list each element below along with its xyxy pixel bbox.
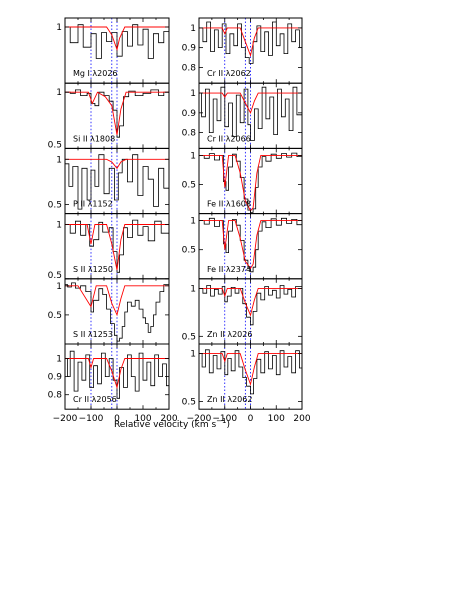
spectrum-line-5 bbox=[65, 350, 169, 399]
y-tick-label-11-1: 1 bbox=[190, 350, 196, 360]
y-tick-label-3-0: 0.5 bbox=[48, 271, 62, 281]
spectrum-line-7 bbox=[199, 86, 302, 141]
panel-6: 0.8 0.9 1 Cr II λ2062 bbox=[182, 17, 303, 84]
panel-11: 0.5 1 Zn II λ2062 −200 −100 0 100 200 bbox=[182, 343, 311, 424]
panel-9: 0.5 1 Fe II λ2374 bbox=[182, 213, 303, 280]
model-fit-line-10 bbox=[199, 287, 302, 317]
y-tick-label-5-0: 0.8 bbox=[48, 391, 63, 401]
panel-3: 0.5 1 S II λ1250 bbox=[48, 213, 170, 281]
panel-4: 0.5 1 S II λ1253 bbox=[48, 278, 170, 345]
panel-label-2: P II λ1152 bbox=[73, 200, 113, 209]
y-tick-label-0-0: 1 bbox=[56, 23, 62, 33]
panel-label-1: Si II λ1808 bbox=[73, 134, 115, 143]
y-tick-label-11-0: 0.5 bbox=[182, 398, 196, 408]
model-fit-line-5 bbox=[65, 358, 169, 390]
x-tick-label-right-2: 0 bbox=[248, 414, 254, 424]
y-tick-label-1-1: 1 bbox=[56, 88, 62, 98]
y-tick-label-5-2: 1 bbox=[56, 354, 62, 364]
y-tick-label-9-1: 1 bbox=[190, 217, 196, 227]
spectrum-line-4 bbox=[65, 282, 169, 342]
panel-2: 0.5 1 P II λ1152 bbox=[48, 147, 170, 215]
y-tick-label-6-2: 1 bbox=[190, 24, 196, 34]
y-tick-label-2-0: 0.5 bbox=[48, 201, 62, 211]
y-tick-label-9-0: 0.5 bbox=[182, 246, 196, 256]
panel-8: 0.5 1 Fe II λ1608 bbox=[182, 147, 303, 215]
x-axis-title-close: ) bbox=[227, 420, 231, 430]
model-fit-line-3 bbox=[65, 224, 169, 271]
y-tick-label-4-1: 1 bbox=[56, 282, 62, 292]
panel-label-4: S II λ1253 bbox=[73, 330, 113, 339]
panel-label-6: Cr II λ2062 bbox=[207, 69, 251, 78]
y-tick-label-8-0: 0.5 bbox=[182, 180, 196, 190]
model-fit-line-2 bbox=[65, 158, 169, 170]
y-tick-label-5-1: 0.9 bbox=[48, 373, 63, 383]
model-fit-line-1 bbox=[65, 91, 169, 135]
y-tick-label-6-0: 0.8 bbox=[182, 63, 197, 73]
panel-label-0: Mg I λ2026 bbox=[73, 69, 118, 78]
panel-label-11: Zn II λ2062 bbox=[207, 395, 252, 404]
y-tick-label-3-1: 1 bbox=[56, 220, 62, 230]
spectrum-line-2 bbox=[65, 154, 169, 210]
model-fit-line-9 bbox=[199, 220, 302, 270]
y-tick-label-8-1: 1 bbox=[190, 151, 196, 161]
x-tick-label-right-0: −200 bbox=[187, 414, 212, 424]
spectrum-line-0 bbox=[65, 24, 169, 59]
panel-5: 0.8 0.9 1 Cr II λ2056 −200 −100 0 100 200 bbox=[48, 343, 178, 424]
spectrum-line-1 bbox=[65, 89, 169, 138]
y-tick-label-2-1: 1 bbox=[56, 155, 62, 165]
spectrum-line-3 bbox=[65, 219, 169, 273]
model-fit-line-4 bbox=[65, 285, 169, 317]
x-tick-label-left-4: 200 bbox=[160, 414, 177, 424]
x-tick-label-left-2: 0 bbox=[114, 414, 120, 424]
panel-label-9: Fe II λ2374 bbox=[207, 265, 251, 274]
x-tick-label-right-1: −100 bbox=[212, 414, 237, 424]
model-fit-line-7 bbox=[199, 92, 302, 114]
x-tick-label-left-1: −100 bbox=[79, 414, 104, 424]
model-fit-line-0 bbox=[65, 26, 169, 52]
spectrum-line-11 bbox=[199, 349, 302, 395]
y-tick-label-7-0: 0.8 bbox=[182, 129, 197, 139]
x-axis-title-superscript: −1 bbox=[216, 417, 226, 425]
x-axis-title: Relative velocity (km s−1) bbox=[114, 417, 230, 430]
spectrum-line-10 bbox=[199, 285, 302, 326]
panel-7: 0.8 0.9 1 Cr II λ2066 bbox=[182, 82, 303, 149]
spectrum-line-6 bbox=[199, 21, 302, 64]
panel-label-5: Cr II λ2056 bbox=[73, 395, 117, 404]
panel-1: 0.5 1 Si II λ1808 bbox=[48, 82, 170, 150]
model-fit-line-11 bbox=[199, 353, 302, 386]
panel-label-7: Cr II λ2066 bbox=[207, 134, 251, 143]
x-tick-label-right-3: 100 bbox=[268, 414, 285, 424]
panel-label-3: S II λ1250 bbox=[73, 265, 113, 274]
panel-label-10: Zn II λ2026 bbox=[207, 330, 252, 339]
panel-label-8: Fe II λ1608 bbox=[207, 200, 251, 209]
panel-0: 1 Mg I λ2026 bbox=[56, 17, 170, 84]
y-tick-label-7-2: 1 bbox=[190, 89, 196, 99]
model-fit-line-8 bbox=[199, 154, 302, 212]
y-tick-label-7-1: 0.9 bbox=[182, 109, 197, 119]
x-tick-label-right-4: 200 bbox=[293, 414, 310, 424]
model-fit-line-6 bbox=[199, 27, 302, 58]
y-tick-label-1-0: 0.5 bbox=[48, 140, 62, 150]
y-tick-label-6-1: 0.9 bbox=[182, 44, 197, 54]
x-tick-label-left-3: 100 bbox=[134, 414, 151, 424]
x-tick-label-left-0: −200 bbox=[53, 414, 78, 424]
y-tick-label-4-0: 0.5 bbox=[48, 311, 62, 321]
y-tick-label-10-0: 0.5 bbox=[182, 332, 196, 342]
y-tick-label-10-1: 1 bbox=[190, 284, 196, 294]
panel-10: 0.5 1 Zn II λ2026 bbox=[182, 278, 303, 345]
